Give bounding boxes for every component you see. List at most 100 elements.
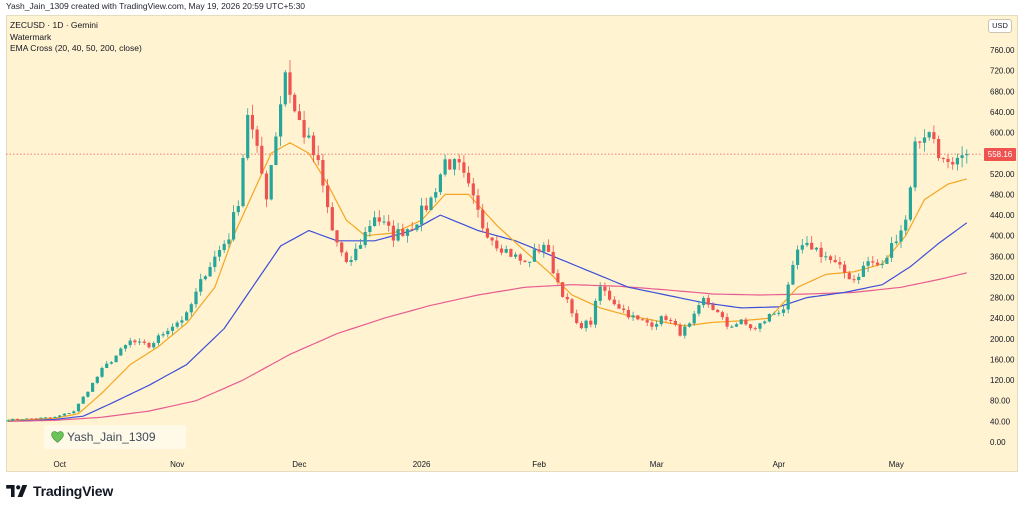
candle-body [631,315,635,318]
candle-body [833,259,837,263]
candle-body [203,276,207,280]
candle-body [725,317,729,327]
candle-body [58,415,62,417]
candle-body [772,313,776,315]
candle-body [438,174,442,193]
candle-body [199,279,203,292]
watermark-label[interactable]: Watermark [10,31,52,42]
candle-body [965,154,969,156]
candle-body [509,248,513,257]
candle-body [288,72,292,95]
y-tick-label: 720.00 [990,67,1015,76]
candle-body [922,137,927,143]
y-tick-label: 240.00 [990,314,1015,323]
candle-body [810,242,814,250]
candle-body [537,249,541,252]
x-tick-label: May [889,460,904,469]
candle-body [946,158,950,163]
candle-body [340,242,344,253]
candle-body [330,207,334,231]
candle-body [730,326,734,328]
candle-body [579,323,583,329]
y-tick-label: 600.00 [990,129,1015,138]
candle-body [734,324,739,327]
candle-body [363,232,367,246]
candle-body [241,158,245,207]
last-price-tag: 558.16 [984,148,1016,161]
candle-body [636,315,640,320]
candle-body [612,299,616,305]
candle-body [683,326,687,336]
candle-body [297,111,301,121]
chart-legend: ZECUSD · 1D · Gemini Watermark EMA Cross… [10,20,142,55]
candle-body [44,417,48,419]
candle-body [899,230,903,242]
chart-area[interactable] [6,15,1018,472]
candle-body [570,299,574,314]
y-tick-label: 200.00 [990,335,1015,344]
indicator-label[interactable]: EMA Cross (20, 40, 50, 200, close) [10,43,142,53]
candle-body [598,286,602,301]
candle-body [485,228,489,238]
candle-body [109,362,113,364]
candle-body [279,104,283,137]
candle-body [344,252,348,263]
candle-body [415,224,419,230]
symbol-label[interactable]: ZECUSD · 1D · Gemini [10,20,98,30]
candle-body [828,256,833,260]
candle-body [166,330,170,335]
y-tick-label: 280.00 [990,294,1015,303]
candle-body [890,243,894,258]
candle-body [514,254,518,257]
candle-body [420,205,424,225]
candle-body [871,261,875,263]
candle-body [250,114,254,130]
candle-body [236,206,240,213]
candle-body [908,187,912,220]
candle-body [123,345,128,349]
candle-body [542,244,546,252]
candle-body [857,276,861,281]
y-tick-label: 680.00 [990,87,1015,96]
candle-body [678,324,682,336]
candle-body [955,157,959,165]
brand-name: TradingView [33,483,114,499]
candle-body [222,243,226,251]
candle-body [391,225,395,241]
tradingview-brand[interactable]: TradingView [6,483,113,499]
candle-body [15,418,19,420]
candle-body [100,367,104,377]
candle-body [490,237,494,241]
candle-body [316,155,320,161]
candle-body [664,316,668,320]
candle-body [640,319,645,321]
candle-body [307,135,311,138]
candle-body [659,316,663,325]
candle-body [673,320,677,325]
candle-body [11,418,15,421]
candle-body [706,297,710,305]
candle-body [838,262,842,265]
candle-body [894,241,898,244]
candle-body [138,341,142,343]
candle-body [255,129,259,146]
candle-body [321,160,325,186]
candle-body [655,324,659,327]
candle-body [904,219,908,231]
candle-body [293,94,297,112]
candle-body [114,355,118,363]
candle-body [53,416,57,418]
ema-50-line [7,214,968,421]
candle-body [626,309,630,318]
currency-button[interactable]: USD [988,19,1012,33]
candle-body [692,313,696,324]
y-tick-label: 80.00 [990,397,1011,406]
candle-body [161,334,165,336]
candle-body [523,260,527,263]
candle-body [608,290,612,300]
candle-body [335,230,339,243]
candle-body [650,322,654,327]
candle-body [767,313,771,322]
tradingview-logo-icon [6,485,28,497]
